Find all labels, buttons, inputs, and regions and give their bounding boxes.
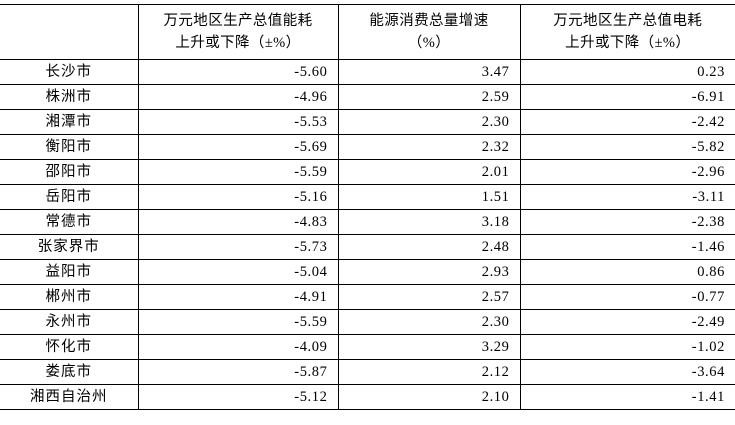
cell-power-intensity: 0.23 [520, 59, 735, 85]
cell-energy-intensity: -5.60 [138, 59, 339, 85]
cell-energy-intensity: -4.96 [138, 84, 339, 110]
cell-power-intensity: -3.64 [520, 359, 735, 385]
table-row: 岳阳市 -5.16 1.51 -3.11 [0, 184, 735, 210]
cell-power-intensity: -2.96 [520, 159, 735, 185]
cell-energy-growth: 2.01 [338, 159, 521, 185]
table-row: 郴州市 -4.91 2.57 -0.77 [0, 284, 735, 310]
cell-energy-growth: 2.57 [338, 284, 521, 310]
header-energy-growth-line2: （%） [407, 35, 451, 51]
cell-energy-intensity: -4.09 [138, 334, 339, 360]
cell-energy-intensity: -5.12 [138, 384, 339, 410]
cell-power-intensity: -2.42 [520, 109, 735, 135]
cell-energy-growth: 2.30 [338, 309, 521, 335]
cell-power-intensity: -1.41 [520, 384, 735, 410]
cell-energy-growth: 2.59 [338, 84, 521, 110]
header-energy-growth-line1: 能源消费总量增速 [369, 12, 489, 29]
cell-energy-intensity: -5.53 [138, 109, 339, 135]
cell-region-name: 株洲市 [0, 84, 139, 110]
cell-power-intensity: -2.38 [520, 209, 735, 235]
cell-energy-growth: 2.10 [338, 384, 521, 410]
header-energy-intensity-line1: 万元地区生产总值能耗 [163, 12, 313, 29]
cell-power-intensity: -3.11 [520, 184, 735, 210]
table-row: 湘西自治州 -5.12 2.10 -1.41 [0, 384, 735, 410]
cell-energy-growth: 2.93 [338, 259, 521, 285]
table-row: 常德市 -4.83 3.18 -2.38 [0, 209, 735, 235]
cell-region-name: 张家界市 [0, 234, 139, 260]
cell-energy-intensity: -4.91 [138, 284, 339, 310]
cell-energy-intensity: -5.04 [138, 259, 339, 285]
cell-power-intensity: 0.86 [520, 259, 735, 285]
header-power-intensity-line1: 万元地区生产总值电耗 [553, 12, 703, 29]
cell-power-intensity: -6.91 [520, 84, 735, 110]
cell-energy-intensity: -5.73 [138, 234, 339, 260]
cell-power-intensity: -1.46 [520, 234, 735, 260]
cell-power-intensity: -5.82 [520, 134, 735, 160]
table-row: 邵阳市 -5.59 2.01 -2.96 [0, 159, 735, 185]
cell-region-name: 岳阳市 [0, 184, 139, 210]
cell-energy-intensity: -5.87 [138, 359, 339, 385]
cell-region-name: 湘潭市 [0, 109, 139, 135]
cell-energy-intensity: -4.83 [138, 209, 339, 235]
table-row: 长沙市 -5.60 3.47 0.23 [0, 59, 735, 85]
header-power-intensity: 万元地区生产总值电耗 上升或下降（±%） [520, 4, 735, 60]
cell-region-name: 娄底市 [0, 359, 139, 385]
table-row: 张家界市 -5.73 2.48 -1.46 [0, 234, 735, 260]
cell-energy-growth: 3.18 [338, 209, 521, 235]
cell-energy-intensity: -5.59 [138, 159, 339, 185]
header-corner-cell [0, 4, 139, 60]
table-row: 娄底市 -5.87 2.12 -3.64 [0, 359, 735, 385]
cell-region-name: 怀化市 [0, 334, 139, 360]
table-row: 株洲市 -4.96 2.59 -6.91 [0, 84, 735, 110]
table-row: 衡阳市 -5.69 2.32 -5.82 [0, 134, 735, 160]
cell-power-intensity: -1.02 [520, 334, 735, 360]
cell-energy-growth: 3.29 [338, 334, 521, 360]
cell-energy-intensity: -5.16 [138, 184, 339, 210]
cell-power-intensity: -0.77 [520, 284, 735, 310]
cell-energy-growth: 2.30 [338, 109, 521, 135]
table-row: 益阳市 -5.04 2.93 0.86 [0, 259, 735, 285]
header-energy-growth: 能源消费总量增速 （%） [338, 4, 521, 60]
cell-region-name: 湘西自治州 [0, 384, 139, 410]
cell-region-name: 常德市 [0, 209, 139, 235]
header-energy-intensity-line2: 上升或下降（±%） [175, 35, 301, 51]
cell-energy-intensity: -5.59 [138, 309, 339, 335]
table-row: 湘潭市 -5.53 2.30 -2.42 [0, 109, 735, 135]
table-row: 永州市 -5.59 2.30 -2.49 [0, 309, 735, 335]
header-row: 万元地区生产总值能耗 上升或下降（±%） 能源消费总量增速 （%） 万元地区生产… [0, 4, 735, 60]
energy-statistics-table: 万元地区生产总值能耗 上升或下降（±%） 能源消费总量增速 （%） 万元地区生产… [0, 4, 735, 410]
header-energy-intensity: 万元地区生产总值能耗 上升或下降（±%） [138, 4, 339, 60]
cell-region-name: 邵阳市 [0, 159, 139, 185]
cell-energy-growth: 2.12 [338, 359, 521, 385]
cell-energy-growth: 2.48 [338, 234, 521, 260]
cell-region-name: 永州市 [0, 309, 139, 335]
cell-region-name: 衡阳市 [0, 134, 139, 160]
header-power-intensity-line2: 上升或下降（±%） [565, 35, 691, 51]
table-row: 怀化市 -4.09 3.29 -1.02 [0, 334, 735, 360]
cell-energy-growth: 2.32 [338, 134, 521, 160]
table-body: 长沙市 -5.60 3.47 0.23 株洲市 -4.96 2.59 -6.91 湘潭市 -5.5… [0, 59, 735, 410]
cell-energy-growth: 1.51 [338, 184, 521, 210]
statistics-table-container: 万元地区生产总值能耗 上升或下降（±%） 能源消费总量增速 （%） 万元地区生产… [0, 4, 735, 425]
cell-energy-intensity: -5.69 [138, 134, 339, 160]
cell-energy-growth: 3.47 [338, 59, 521, 85]
table-header: 万元地区生产总值能耗 上升或下降（±%） 能源消费总量增速 （%） 万元地区生产… [0, 4, 735, 60]
cell-region-name: 益阳市 [0, 259, 139, 285]
cell-power-intensity: -2.49 [520, 309, 735, 335]
cell-region-name: 郴州市 [0, 284, 139, 310]
cell-region-name: 长沙市 [0, 59, 139, 85]
